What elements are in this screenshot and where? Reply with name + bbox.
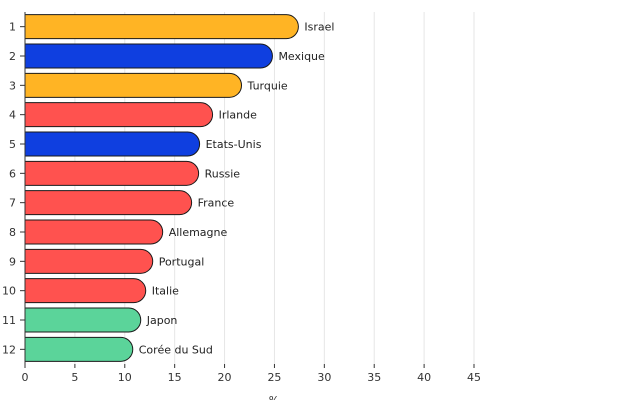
bar-italie [24, 278, 147, 304]
bar-france [24, 190, 193, 216]
x-axis: 0 5 10 15 20 25 30 35 40 45 [22, 364, 481, 384]
x-tick-label: 25 [267, 371, 281, 384]
x-tick-label: 5 [71, 371, 78, 384]
bar-label: Mexique [278, 50, 325, 63]
bar-label: Turquie [247, 79, 288, 92]
bar-mexique [24, 43, 273, 69]
x-tick-label: 10 [118, 371, 132, 384]
bar-label: Etats-Unis [206, 138, 262, 151]
bar-label: France [198, 197, 235, 210]
rank-label: 4 [9, 109, 16, 122]
x-tick-label: 20 [218, 371, 232, 384]
bar-label: Israel [304, 21, 334, 34]
bar-label: Russie [205, 167, 241, 180]
gridlines [74, 12, 475, 364]
bar-labels: Israel Mexique Turquie Irlande Etats-Unis Rus… [139, 21, 335, 357]
rank-label: 6 [9, 167, 16, 180]
bar-portugal [24, 248, 154, 274]
bar-label: Portugal [159, 255, 205, 268]
rank-label: 7 [9, 197, 16, 210]
rank-label: 5 [9, 138, 16, 151]
bar-israel [24, 14, 299, 40]
x-tick-label: 30 [317, 371, 331, 384]
rank-label: 11 [2, 314, 16, 327]
bar-label: Japon [146, 314, 178, 327]
x-tick-label: 0 [22, 371, 29, 384]
x-tick-label: 40 [417, 371, 431, 384]
bar-label: Allemagne [169, 226, 228, 239]
bar-japon [24, 307, 142, 333]
bars [24, 14, 299, 362]
x-tick-label: 15 [168, 371, 182, 384]
bar-label: Irlande [219, 109, 258, 122]
x-axis-title: % [269, 394, 279, 400]
rank-label: 1 [9, 21, 16, 34]
rank-label: 9 [9, 255, 16, 268]
bar-irlande [24, 102, 214, 128]
rank-label: 8 [9, 226, 16, 239]
bar-turquie [24, 72, 243, 98]
bar-allemagne [24, 219, 164, 245]
bar-etats-unis [24, 131, 201, 157]
rank-label: 3 [9, 79, 16, 92]
rank-label: 10 [2, 285, 16, 298]
rank-label: 12 [2, 343, 16, 356]
x-tick-label: 45 [467, 371, 481, 384]
rank-label: 2 [9, 50, 16, 63]
bar-label: Corée du Sud [139, 343, 213, 356]
bar-cor-e-du-sud [24, 336, 134, 362]
x-tick-label: 35 [367, 371, 381, 384]
bar-label: Italie [152, 285, 179, 298]
bar-russie [24, 160, 200, 186]
